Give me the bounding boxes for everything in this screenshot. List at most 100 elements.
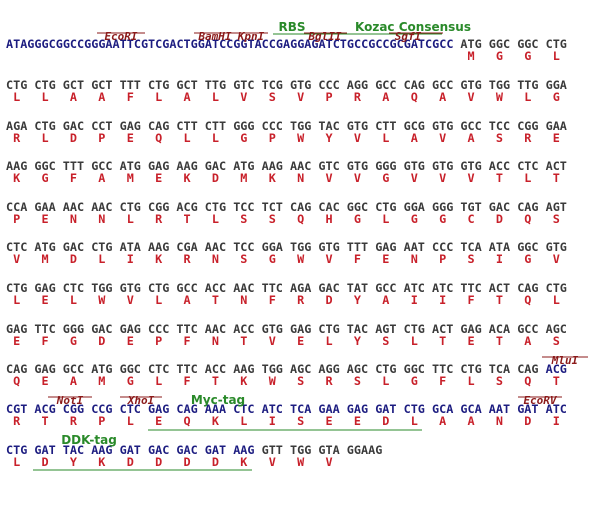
codon: GTG (120, 281, 141, 295)
amino-acid: S (496, 131, 503, 145)
codon: CTG (6, 281, 27, 295)
amino-acid: S (553, 212, 560, 226)
amino-acid: Q (155, 131, 162, 145)
amino-acid: L (212, 90, 219, 104)
amino-acid: T (496, 171, 503, 185)
codon: AAT (489, 402, 510, 416)
amino-acid: R (524, 131, 532, 145)
amino-acid: A (70, 90, 77, 104)
amino-acid: L (212, 212, 219, 226)
amino-acid: E (553, 131, 560, 145)
codon: AAG (6, 159, 27, 173)
amino-acid: G (524, 49, 531, 63)
codon: GCC (517, 322, 538, 336)
amino-acid: Q (524, 374, 531, 388)
codon: TGG (290, 240, 311, 254)
codon: AGC (347, 362, 368, 376)
amino-acid: S (468, 252, 475, 266)
codon: GGC (347, 200, 368, 214)
amino-acid: L (382, 374, 389, 388)
amino-acid: P (269, 131, 276, 145)
amino-acid: E (382, 252, 389, 266)
codon: ACC (205, 362, 226, 376)
codon: GCA (460, 402, 481, 416)
codon: TTC (262, 281, 283, 295)
amino-acid: D (326, 293, 333, 307)
amino-acid: C (468, 212, 475, 226)
amino-acid: G (496, 49, 503, 63)
codon: CGT (6, 402, 27, 416)
codon: AGA (6, 119, 27, 133)
amino-acid: V (13, 252, 20, 266)
amino-acid: A (98, 90, 105, 104)
codon: CTG (318, 322, 339, 336)
codon: TTT (63, 159, 84, 173)
amino-acid: Y (70, 455, 78, 469)
amino-acid: D (382, 414, 389, 428)
codon: CAG (290, 200, 311, 214)
codon: GGA (404, 200, 425, 214)
amino-acid: L (13, 455, 20, 469)
amino-acid: L (13, 90, 20, 104)
codon: AAC (91, 200, 112, 214)
amino-acid: S (269, 90, 276, 104)
codon: CAG (176, 402, 197, 416)
amino-acid: N (240, 293, 247, 307)
amino-acid: K (98, 455, 106, 469)
amino-acid: A (184, 90, 191, 104)
amino-acid: R (184, 252, 192, 266)
codon: GCA (432, 402, 453, 416)
codon: GTG (290, 78, 311, 92)
amino-acid: T (212, 374, 219, 388)
codon: GGC (517, 240, 538, 254)
codon: CTG (34, 119, 55, 133)
codon: AAG (233, 443, 254, 457)
amino-acid: L (411, 334, 418, 348)
amino-acid: K (212, 414, 220, 428)
amino-acid: K (184, 171, 192, 185)
codon: GAA (318, 402, 339, 416)
amino-acid: L (42, 131, 49, 145)
amino-acid: R (13, 414, 21, 428)
codon: TAC (63, 443, 84, 457)
amino-acid: V (468, 90, 475, 104)
codon: TGG (91, 281, 112, 295)
codon: CGG (63, 402, 84, 416)
codon: GGG (432, 200, 453, 214)
annotation-label: Myc-tag (191, 393, 245, 407)
codon: GCC (91, 159, 112, 173)
annotation-label: BglII (307, 30, 341, 43)
amino-acid: V (553, 252, 560, 266)
codon: CAG (148, 119, 169, 133)
codon: CTT (375, 119, 396, 133)
amino-acid: I (127, 252, 134, 266)
codon: CCC (148, 322, 169, 336)
amino-acid: L (155, 293, 162, 307)
codon: GAC (148, 443, 169, 457)
amino-acid: N (70, 212, 77, 226)
amino-acid: G (42, 171, 49, 185)
codon: AGG (318, 362, 339, 376)
codon: GTG (460, 78, 481, 92)
codon: ATC (546, 402, 567, 416)
codon: CTG (375, 362, 396, 376)
codon: GAG (148, 159, 169, 173)
codon: GTA (318, 443, 339, 457)
codon: GGC (517, 37, 538, 51)
annotation-label: KpnI (237, 30, 265, 43)
codon: GCG (404, 119, 425, 133)
amino-acid: L (155, 374, 162, 388)
codon: CAG (517, 200, 538, 214)
amino-acid: D (496, 212, 503, 226)
annotation-label: EcoRV (523, 394, 557, 407)
amino-acid: E (42, 374, 49, 388)
codon: ACC (205, 281, 226, 295)
amino-acid: F (127, 90, 134, 104)
codon: CTC (63, 281, 84, 295)
amino-acid: M (42, 252, 49, 266)
amino-acid: D (155, 455, 162, 469)
amino-acid: Q (411, 90, 418, 104)
amino-acid: E (42, 212, 49, 226)
leader-sequence: ATAGGGCGGCCGGGAATTCGTCGACTGGATCCGGTACCGA… (6, 37, 453, 51)
codon: TTC (176, 362, 197, 376)
